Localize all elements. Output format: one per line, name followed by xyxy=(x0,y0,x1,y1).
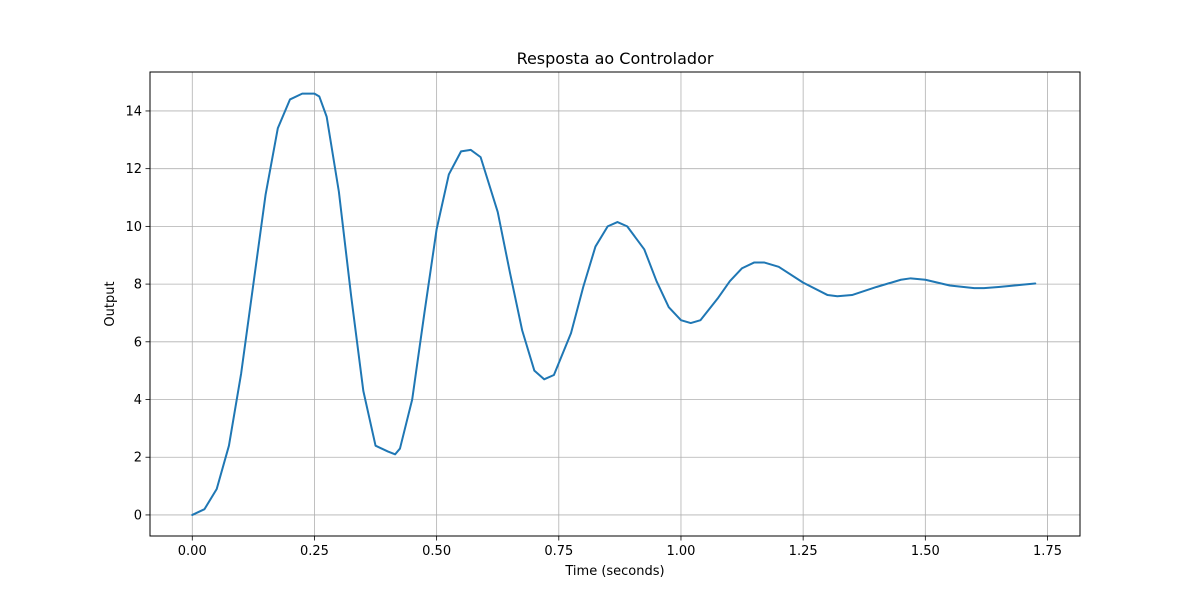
x-tick-label: 0.50 xyxy=(422,544,451,559)
x-tick-label: 0.00 xyxy=(178,544,207,559)
y-tick-label: 6 xyxy=(134,335,142,350)
x-tick-label: 1.00 xyxy=(666,544,695,559)
y-tick-label: 0 xyxy=(134,508,142,523)
grid xyxy=(150,72,1080,536)
chart-title: Resposta ao Controlador xyxy=(517,49,714,68)
x-tick-label: 1.75 xyxy=(1033,544,1062,559)
x-tick-label: 1.25 xyxy=(789,544,818,559)
x-tick-label: 0.75 xyxy=(544,544,573,559)
y-tick-label: 10 xyxy=(125,220,142,235)
plot-area-frame xyxy=(149,71,1081,537)
x-tick-label: 1.50 xyxy=(911,544,940,559)
y-tick-label: 4 xyxy=(134,393,142,408)
y-axis-label: Output xyxy=(103,281,118,326)
x-axis: 0.00 0.25 0.50 0.75 1.00 1.25 1.50 1.75 xyxy=(178,536,1062,559)
y-tick-label: 14 xyxy=(125,104,142,119)
series-group xyxy=(191,92,1037,516)
x-axis-label: Time (seconds) xyxy=(564,564,664,579)
y-axis: 0 2 4 6 8 10 12 14 xyxy=(125,104,150,523)
y-tick-label: 12 xyxy=(125,162,142,177)
y-tick-label: 8 xyxy=(134,278,142,293)
y-tick-label: 2 xyxy=(134,451,142,466)
x-tick-label: 0.25 xyxy=(300,544,329,559)
series-line-0 xyxy=(191,92,1037,516)
